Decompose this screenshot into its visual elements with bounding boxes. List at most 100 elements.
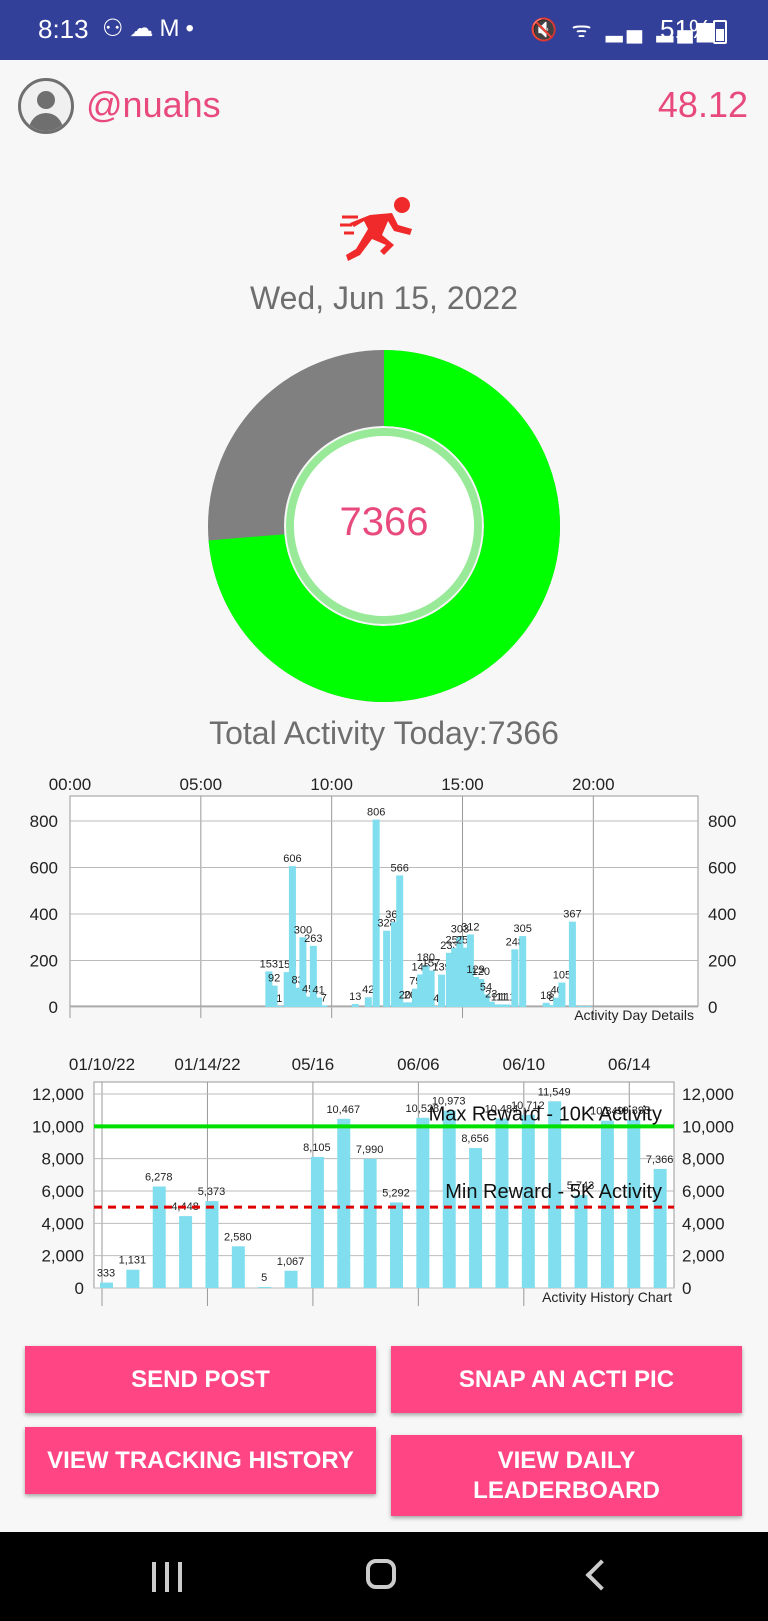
day-bar-label: 20 [399, 989, 411, 1001]
avatar-head [37, 91, 55, 109]
day-bar [445, 952, 453, 1007]
avatar-icon[interactable] [18, 78, 74, 134]
day-bar [351, 1003, 359, 1007]
history-bar-label: 333 [97, 1268, 115, 1280]
day-bar [283, 972, 291, 1007]
history-y-tick-left: 0 [75, 1279, 84, 1298]
history-y-tick-right: 8,000 [682, 1150, 725, 1169]
status-bar: 8:13 ⚇☁M• 🔇 ᯤ ▂▄ ▂▄▆ 51% [0, 0, 768, 60]
send-post-button[interactable]: SEND POST [25, 1346, 376, 1413]
history-bar-label: 10,349 [590, 1106, 624, 1118]
day-bar [401, 1002, 409, 1007]
day-bar-label: 11 [491, 991, 502, 1003]
history-bar [574, 1195, 588, 1288]
history-bar [548, 1101, 562, 1288]
day-bar-label: 18 [540, 990, 552, 1002]
day-bar-label: 303 [451, 924, 469, 936]
history-bar [152, 1186, 166, 1288]
day-bar-label: 42 [362, 984, 374, 996]
history-bar-label: 10,484 [485, 1104, 519, 1116]
history-bar-label: 8,656 [461, 1133, 489, 1145]
day-bar-label: 300 [294, 924, 312, 936]
day-bar [451, 947, 459, 1007]
history-y-tick-left: 12,000 [32, 1085, 84, 1104]
view-tracking-history-button[interactable]: VIEW TRACKING HISTORY [25, 1427, 376, 1494]
history-y-tick-left: 8,000 [41, 1150, 84, 1169]
history-x-label: 01/10/22 [69, 1055, 135, 1074]
day-y-tick-left: 600 [30, 859, 58, 878]
day-bar-label: 566 [391, 862, 409, 874]
history-bar [469, 1148, 483, 1288]
history-y-tick-left: 4,000 [41, 1214, 84, 1233]
day-bar-label: 54 [480, 981, 492, 993]
day-bar [477, 979, 485, 1007]
day-bar-label: 7 [321, 992, 327, 1004]
day-bar [498, 1004, 506, 1007]
history-bar [653, 1168, 667, 1288]
day-bar [584, 1006, 592, 1007]
home-icon[interactable] [366, 1559, 396, 1589]
day-bar [411, 988, 419, 1007]
day-bar-label: 120 [472, 966, 490, 978]
history-bar [363, 1158, 377, 1288]
history-bar [284, 1270, 298, 1288]
history-bar-label: 10,528 [406, 1103, 440, 1115]
day-bar-label: 367 [563, 909, 581, 921]
history-bar-label: 8,105 [303, 1142, 331, 1154]
day-bar-label: 105 [553, 970, 571, 982]
view-daily-leaderboard-button[interactable]: VIEW DAILY LEADERBOARD [391, 1435, 742, 1516]
day-bar [438, 974, 446, 1007]
history-bar-label: 6,278 [145, 1172, 173, 1184]
day-bar [406, 1002, 414, 1007]
history-chart: 01/10/22 01/14/22 05/16 06/06 06/10 06/14 12,0… [0, 1050, 768, 1310]
history-bar [390, 1202, 403, 1288]
history-bar [205, 1201, 219, 1288]
day-bar-label: 8 [548, 992, 554, 1004]
history-bar [179, 1216, 193, 1288]
history-y-tick-left: 6,000 [41, 1182, 84, 1201]
history-bar [521, 1114, 535, 1288]
day-time-label: 10:00 [310, 775, 353, 794]
history-bar-label: 10,973 [432, 1096, 466, 1108]
recents-icon[interactable] [150, 1562, 184, 1592]
day-y-tick-left: 0 [49, 998, 58, 1017]
back-icon[interactable] [585, 1559, 617, 1591]
day-time-label: 00:00 [49, 775, 92, 794]
day-bar-label: 153 [260, 958, 278, 970]
donut-value: 7366 [339, 500, 429, 544]
history-bar [600, 1120, 614, 1288]
history-x-label: 05/16 [292, 1055, 335, 1074]
day-bar-label: 305 [514, 923, 532, 935]
history-y-tick-right: 4,000 [682, 1214, 725, 1233]
status-time: 8:13 [38, 14, 89, 44]
day-bar-label: 806 [367, 807, 385, 819]
day-y-tick-right: 0 [708, 998, 717, 1017]
day-y-tick-left: 800 [30, 812, 58, 831]
history-chart-svg: 01/10/22 01/14/22 05/16 06/06 06/10 06/14 12,0… [32, 1055, 734, 1306]
history-y-tick-right: 6,000 [682, 1182, 725, 1201]
day-bar-label: 13 [349, 991, 361, 1003]
day-bar [503, 1004, 511, 1007]
day-bar [511, 949, 519, 1007]
day-bar [461, 947, 469, 1007]
day-y-tick-right: 200 [708, 952, 736, 971]
username[interactable]: @nuahs [86, 84, 221, 125]
day-bar [472, 977, 480, 1007]
history-bar-label: 10,712 [511, 1100, 545, 1112]
day-time-label: 20:00 [572, 775, 615, 794]
history-bar [416, 1117, 430, 1288]
day-bar-label: 606 [283, 853, 301, 865]
day-bar [309, 945, 317, 1007]
history-x-label: 06/10 [503, 1055, 546, 1074]
history-bar-label: 1,067 [277, 1256, 305, 1268]
day-bar-label: 263 [304, 933, 322, 945]
day-activity-chart: 00:00 05:00 10:00 15:00 20:00 800 800 600 600 400… [0, 770, 768, 1030]
history-chart-caption: Activity History Chart [542, 1289, 672, 1305]
history-bar-label: 1,131 [119, 1255, 147, 1267]
battery-icon [713, 20, 727, 44]
day-bar [299, 937, 307, 1007]
history-bar [126, 1269, 140, 1288]
snap-acti-pic-button[interactable]: SNAP AN ACTI PIC [391, 1346, 742, 1413]
day-y-tick-left: 200 [30, 952, 58, 971]
